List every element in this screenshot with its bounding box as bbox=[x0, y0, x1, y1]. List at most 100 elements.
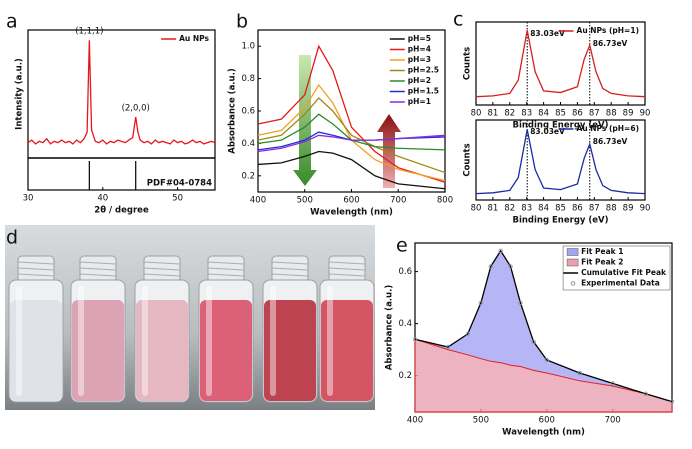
data-point bbox=[643, 391, 648, 396]
down-arrow bbox=[293, 55, 317, 186]
panel: c 80 81 82 83 84 85 86 87 88 89 90 Binding Energy (e… bbox=[453, 9, 650, 131]
reference-label: PDF#04-0784 bbox=[147, 179, 212, 189]
x-tick-label: 600 bbox=[343, 196, 359, 206]
up-arrow bbox=[377, 114, 401, 188]
legend-label: pH=1 bbox=[408, 97, 431, 106]
line bbox=[27, 40, 216, 145]
vial-thread bbox=[271, 261, 309, 265]
vial-liquid bbox=[136, 300, 188, 401]
vial-thread bbox=[207, 261, 245, 265]
panel: a 30 40 50 2θ / degree Intensity (a.u.) PDF#04… bbox=[6, 11, 216, 216]
x-tick-label: 87 bbox=[589, 109, 600, 119]
line bbox=[257, 97, 446, 174]
x-tick-label: 800 bbox=[437, 196, 453, 206]
x-tick-label: 81 bbox=[487, 109, 498, 119]
y-axis-label: Counts bbox=[463, 47, 473, 80]
vial-liquid bbox=[72, 300, 124, 401]
data-point bbox=[577, 370, 582, 376]
data-point bbox=[498, 248, 503, 253]
legend-label: Cumulative Fit Peak bbox=[581, 268, 667, 277]
x-axis-label: Wavelength (nm) bbox=[502, 428, 585, 438]
x-axis-label: Binding Energy (eV) bbox=[512, 121, 608, 131]
line bbox=[257, 44, 446, 183]
x-tick-label: 87 bbox=[589, 204, 600, 214]
vial-thread bbox=[17, 273, 55, 277]
x-tick-label: 400 bbox=[250, 196, 266, 206]
panel-label: c bbox=[453, 9, 463, 31]
peak-label: 86.73eV bbox=[593, 137, 628, 146]
panel: e 400 500 600 700 0.2 0.4 0.6 Wavelength (nm) Abs… bbox=[385, 235, 675, 438]
vial-thread bbox=[79, 267, 117, 271]
photo bbox=[5, 225, 375, 410]
y-tick-label: 0.4 bbox=[398, 319, 412, 329]
data-point bbox=[669, 399, 675, 404]
x-tick-label: 82 bbox=[504, 204, 515, 214]
data-point bbox=[610, 381, 615, 386]
x-axis-label: 2θ / degree bbox=[94, 206, 149, 216]
legend-label: pH=4 bbox=[408, 45, 431, 54]
line bbox=[257, 150, 446, 190]
x-tick-label: 83 bbox=[521, 204, 532, 214]
x-tick-label: 40 bbox=[97, 194, 108, 204]
vial-highlight bbox=[142, 286, 148, 396]
y-axis-label: Absorbance (a.u.) bbox=[228, 68, 238, 154]
x-tick-label: 500 bbox=[297, 196, 313, 206]
data-point bbox=[465, 331, 470, 337]
panel-label: b bbox=[236, 11, 248, 33]
y-axis-label: Absorbance (a.u.) bbox=[385, 285, 395, 371]
peak-label: 83.03eV bbox=[530, 127, 565, 136]
area bbox=[415, 250, 672, 402]
x-tick-label: 600 bbox=[539, 416, 555, 426]
x-tick-label: 90 bbox=[640, 109, 651, 119]
vial-thread bbox=[207, 273, 245, 277]
x-tick-label: 86 bbox=[572, 109, 583, 119]
x-tick-label: 500 bbox=[473, 416, 489, 426]
data-point bbox=[478, 300, 484, 305]
legend-swatch bbox=[566, 258, 579, 267]
vial-thread bbox=[17, 261, 55, 265]
x-tick-label: 88 bbox=[606, 204, 617, 214]
vial-liquid bbox=[264, 300, 316, 401]
y-tick-label: 0.6 bbox=[241, 107, 255, 117]
vial-highlight bbox=[16, 286, 22, 396]
line bbox=[414, 249, 673, 403]
legend-label: Fit Peak 2 bbox=[581, 258, 623, 267]
panel-label: a bbox=[6, 11, 18, 33]
vial-highlight bbox=[327, 286, 333, 396]
y-tick-label: 0.2 bbox=[241, 171, 255, 181]
x-tick-label: 85 bbox=[555, 109, 566, 119]
x-axis-label: Binding Energy (eV) bbox=[512, 216, 608, 226]
x-tick-label: 30 bbox=[23, 194, 34, 204]
legend-label: pH=2.5 bbox=[408, 66, 439, 75]
y-tick-label: 0.8 bbox=[241, 74, 255, 84]
vial-thread bbox=[271, 273, 309, 277]
legend-label: Au NPs (pH=1) bbox=[577, 26, 639, 35]
legend-swatch bbox=[570, 281, 576, 286]
peak-label: 83.03eV bbox=[530, 29, 565, 38]
legend-label: pH=1.5 bbox=[408, 87, 439, 96]
vial-liquid bbox=[200, 300, 252, 401]
data-point bbox=[488, 264, 493, 269]
panel-label: d bbox=[6, 227, 18, 249]
x-tick-label: 50 bbox=[172, 194, 183, 204]
y-axis-label: Intensity (a.u.) bbox=[15, 58, 25, 130]
y-tick-label: 1.0 bbox=[241, 42, 255, 52]
data-point bbox=[445, 344, 451, 350]
data-point bbox=[531, 339, 536, 344]
line bbox=[475, 30, 646, 98]
vial-thread bbox=[328, 273, 366, 277]
plot-frame bbox=[27, 29, 216, 191]
vial-thread bbox=[79, 273, 117, 277]
vial-thread bbox=[328, 261, 366, 265]
x-tick-label: 84 bbox=[538, 204, 549, 214]
legend-label: pH=2 bbox=[408, 76, 431, 85]
vial-liquid bbox=[321, 300, 373, 401]
arrows bbox=[293, 55, 401, 188]
annotation: (2,0,0) bbox=[122, 104, 150, 114]
data-point bbox=[508, 264, 513, 269]
peak-label: 86.73eV bbox=[593, 39, 628, 48]
vial-thread bbox=[79, 261, 117, 265]
vial-thread bbox=[328, 267, 366, 271]
